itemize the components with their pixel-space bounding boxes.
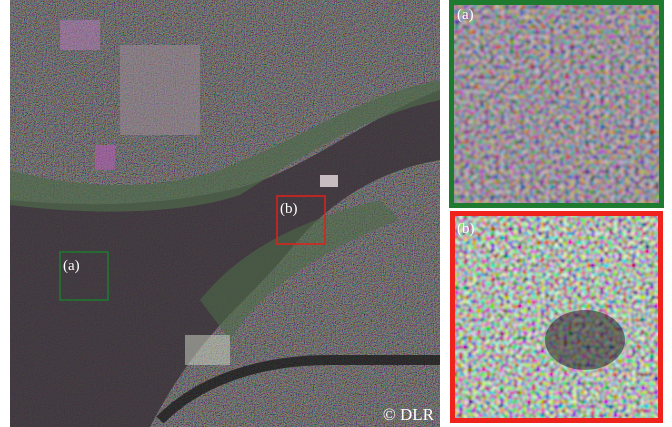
panel-border bbox=[450, 211, 663, 423]
building bbox=[95, 145, 115, 170]
river bbox=[10, 90, 440, 427]
panel-label: (b) bbox=[457, 221, 475, 237]
building bbox=[120, 45, 200, 135]
sar-scene: (a) (b) © DLR bbox=[10, 0, 440, 427]
panel-speckle bbox=[450, 211, 663, 423]
region-label: (a) bbox=[63, 258, 80, 274]
copyright: © DLR bbox=[383, 405, 435, 424]
region-box-b bbox=[276, 195, 326, 245]
shadow-area bbox=[545, 310, 625, 370]
vegetation-band bbox=[200, 200, 400, 340]
vegetation-band bbox=[10, 80, 440, 212]
panel-speckle bbox=[450, 1, 663, 207]
building bbox=[185, 335, 230, 365]
panel-border bbox=[449, 0, 664, 208]
region-box-a bbox=[59, 251, 109, 301]
region-label: (b) bbox=[280, 201, 298, 217]
zoom-panel-a: (a) bbox=[449, 0, 664, 208]
zoom-panel-b: (b) bbox=[450, 211, 663, 423]
building bbox=[320, 175, 338, 187]
building bbox=[60, 20, 100, 50]
road bbox=[156, 355, 440, 424]
panel-label: (a) bbox=[457, 7, 474, 23]
